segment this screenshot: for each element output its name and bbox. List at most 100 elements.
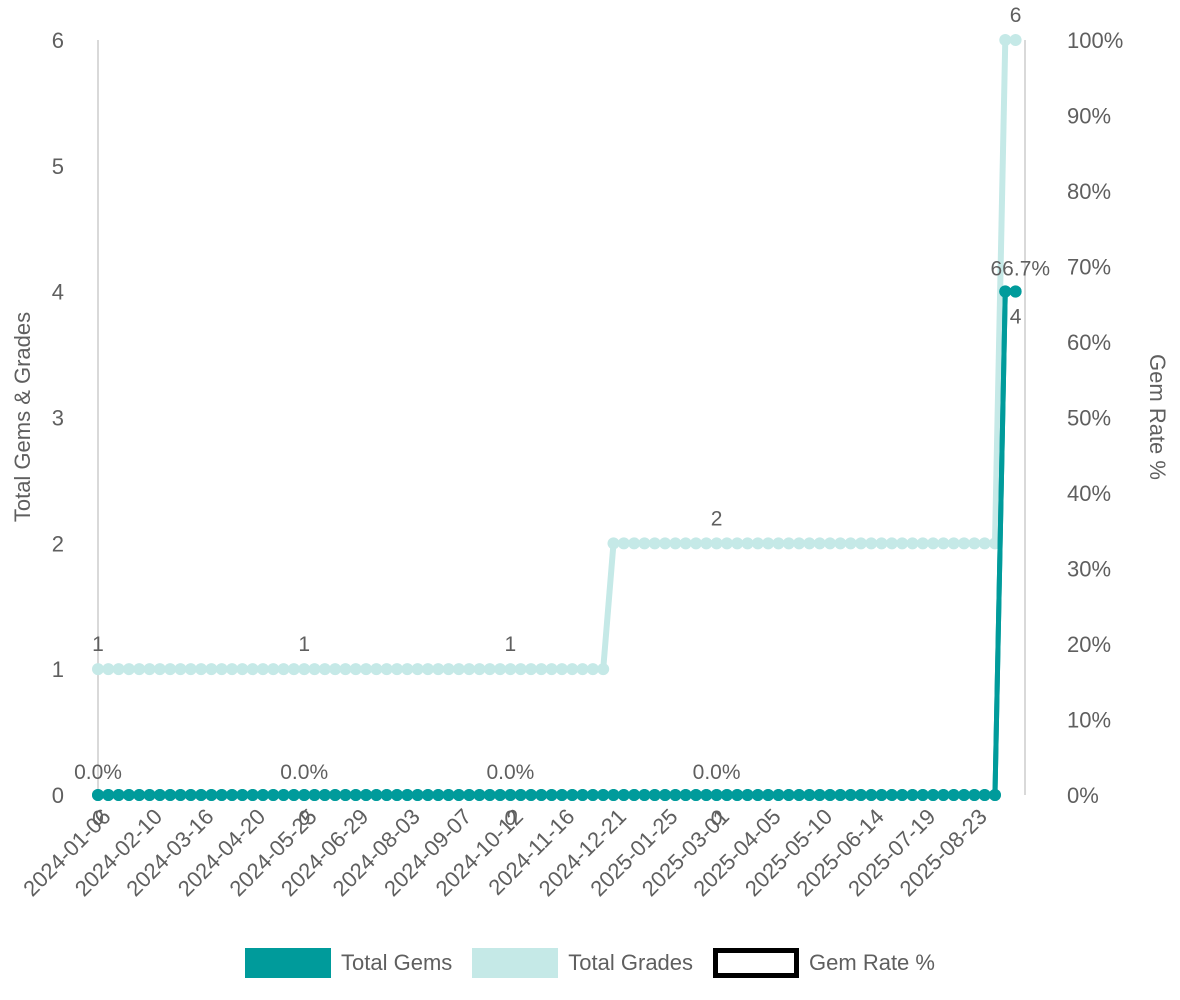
data-point-total-grades: [153, 663, 166, 676]
data-point-total-gems: [555, 789, 568, 801]
data-label: 0.0%: [280, 761, 328, 784]
y-right-tick-label: 10%: [1067, 708, 1111, 733]
data-point-total-gems: [545, 789, 558, 801]
data-point-total-grades: [112, 663, 125, 676]
data-point-total-gems: [421, 789, 434, 801]
y-right-tick-label: 20%: [1067, 632, 1111, 657]
data-point-total-gems: [473, 789, 486, 801]
data-point-total-grades: [122, 663, 135, 676]
data-point-total-gems: [875, 789, 888, 801]
data-point-total-grades: [360, 663, 373, 676]
data-point-total-grades: [421, 663, 434, 676]
data-point-total-gems: [308, 789, 321, 801]
data-point-total-grades: [164, 663, 177, 676]
data-label: 0.0%: [486, 761, 534, 784]
data-point-total-grades: [1009, 34, 1022, 46]
data-labels: 1 1 1 2 6 0.0% 0.0% 0.0% 0.0% 66.7% 0 0 0 0 4: [74, 4, 1050, 830]
data-point-total-grades: [401, 663, 414, 676]
legend-item-gem-rate[interactable]: Gem Rate %: [713, 948, 935, 978]
data-point-total-grades: [638, 537, 651, 550]
data-point-total-gems: [267, 789, 280, 801]
data-point-total-gems: [153, 789, 166, 801]
data-point-total-gems: [143, 789, 156, 801]
data-point-total-gems: [731, 789, 744, 801]
data-point-total-grades: [555, 663, 568, 676]
data-point-total-gems: [927, 789, 940, 801]
series-line-total-grades: [98, 37, 1016, 673]
data-point-total-gems: [226, 789, 239, 801]
data-point-total-grades: [463, 663, 476, 676]
data-point-total-grades: [978, 537, 991, 550]
y-left-ticks: 0 1 2 3 4 5 6: [52, 28, 64, 808]
data-point-total-gems: [762, 789, 775, 801]
data-point-total-grades: [133, 663, 146, 676]
data-point-total-gems: [988, 789, 1001, 801]
data-point-total-gems: [659, 789, 672, 801]
data-point-total-gems: [854, 789, 867, 801]
data-point-total-grades: [432, 663, 445, 676]
data-point-total-grades: [741, 537, 754, 550]
data-point-total-grades: [215, 663, 228, 676]
data-point-total-gems: [978, 789, 991, 801]
y-left-tick-label: 3: [52, 406, 64, 431]
data-label: 6: [1010, 4, 1022, 27]
data-point-total-gems: [195, 789, 208, 801]
data-point-total-grades: [318, 663, 331, 676]
y-left-tick-label: 4: [52, 280, 64, 305]
y-left-tick-label: 6: [52, 28, 64, 53]
data-point-total-grades: [287, 663, 300, 676]
data-point-total-grades: [298, 663, 311, 676]
legend-item-total-grades[interactable]: Total Grades: [472, 948, 693, 978]
data-point-total-gems: [360, 789, 373, 801]
data-point-total-grades: [277, 663, 290, 676]
data-point-total-grades: [226, 663, 239, 676]
data-point-total-grades: [308, 663, 321, 676]
data-point-total-grades: [236, 663, 249, 676]
data-point-total-grades: [916, 537, 929, 550]
data-point-total-gems: [947, 789, 960, 801]
data-point-total-gems: [215, 789, 228, 801]
data-point-total-gems: [349, 789, 362, 801]
data-point-total-grades: [885, 537, 898, 550]
data-label: 0: [298, 807, 310, 830]
data-point-total-grades: [102, 663, 115, 676]
data-point-total-grades: [349, 663, 362, 676]
data-point-total-gems: [803, 789, 816, 801]
data-label: 66.7%: [991, 257, 1051, 280]
data-label: 0.0%: [74, 761, 122, 784]
data-point-total-grades: [617, 537, 630, 550]
data-point-total-grades: [504, 663, 517, 676]
data-point-total-gems: [184, 789, 197, 801]
y-left-tick-label: 0: [52, 783, 64, 808]
data-point-total-gems: [411, 789, 424, 801]
data-point-total-grades: [875, 537, 888, 550]
data-point-total-grades: [700, 537, 713, 550]
data-point-total-gems: [968, 789, 981, 801]
data-point-total-grades: [803, 537, 816, 550]
data-point-total-gems: [824, 789, 837, 801]
data-point-total-grades: [256, 663, 269, 676]
series-layer: [92, 34, 1022, 801]
data-point-total-gems: [236, 789, 249, 801]
data-point-total-grades: [452, 663, 465, 676]
data-point-total-gems: [102, 789, 115, 801]
data-point-total-gems: [772, 789, 785, 801]
data-point-total-gems: [607, 789, 620, 801]
data-point-total-grades: [813, 537, 826, 550]
data-label: 0.0%: [693, 761, 741, 784]
data-point-total-gems: [525, 789, 538, 801]
data-point-total-grades: [442, 663, 455, 676]
data-point-total-gems: [751, 789, 764, 801]
y-right-tick-label: 100%: [1067, 28, 1123, 53]
data-point-total-gems: [246, 789, 259, 801]
data-point-total-gems: [782, 789, 795, 801]
legend-item-total-gems[interactable]: Total Gems: [245, 948, 452, 978]
y-right-tick-label: 70%: [1067, 255, 1111, 280]
data-point-total-gems: [514, 789, 527, 801]
data-point-total-grades: [834, 537, 847, 550]
data-point-total-grades: [782, 537, 795, 550]
data-point-total-gems: [617, 789, 630, 801]
data-point-total-grades: [854, 537, 867, 550]
data-point-total-gems: [896, 789, 909, 801]
data-point-total-gems: [597, 789, 610, 801]
